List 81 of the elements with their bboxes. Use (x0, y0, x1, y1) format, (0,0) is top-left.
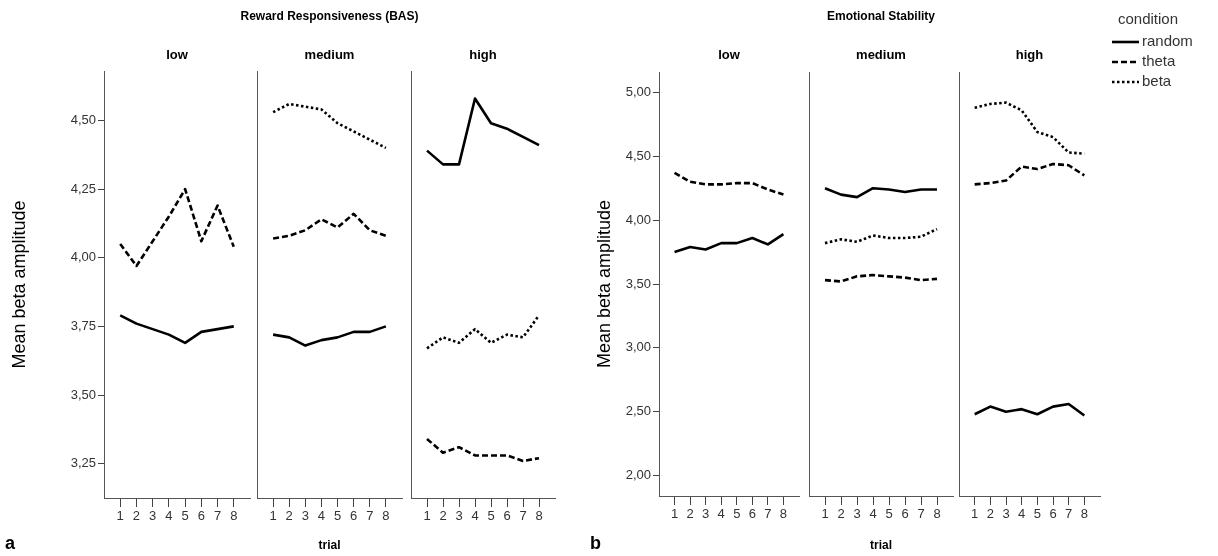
y-axis-title: Mean beta amplitude (8, 200, 29, 369)
text: b (590, 532, 601, 553)
x-tick-label: 7 (213, 508, 222, 524)
x-tick-label: 8 (535, 508, 543, 524)
line-series (673, 171, 785, 196)
chart-subtitle: medium (304, 46, 355, 62)
x-tick-label: 7 (917, 506, 925, 522)
chart-title: Emotional Stability (826, 9, 936, 23)
chart-title: Reward Responsiveness (BAS) (240, 9, 419, 23)
y-tick-label: 3,00 (625, 339, 651, 355)
x-tick-label: 4 (317, 508, 326, 524)
x-tick-label: 5 (733, 506, 741, 522)
y-tick-label: 4,00 (625, 211, 651, 227)
x-tick-label: 1 (116, 508, 124, 524)
x-tick-label: 1 (423, 508, 431, 524)
x-tick-label: 1 (971, 506, 979, 522)
legend-label: theta (1142, 52, 1177, 70)
x-tick-label: 2 (132, 508, 141, 524)
y-tick-label: 3,50 (625, 275, 651, 291)
x-tick-label: 4 (717, 506, 725, 522)
y-tick-label: 4,50 (625, 147, 651, 163)
x-tick-label: 8 (933, 506, 941, 522)
x-tick-label: 6 (1049, 506, 1057, 522)
x-tick-label: 6 (748, 506, 756, 522)
x-tick-label: 5 (181, 508, 189, 524)
y-tick-label: 4,25 (70, 180, 96, 196)
chart-subtitle: medium (856, 46, 906, 62)
y-tick-label: 4,50 (70, 112, 96, 128)
x-tick-label: 3 (853, 506, 861, 522)
x-tick-label: 3 (301, 508, 309, 524)
x-tick-label: 2 (686, 506, 694, 522)
x-tick-label: 3 (455, 508, 463, 524)
x-tick-label: 5 (333, 508, 342, 524)
x-tick-label: 7 (519, 508, 527, 524)
x-tick-label: 3 (1002, 506, 1010, 522)
x-tick-label: 4 (165, 508, 173, 524)
x-tick-label: 7 (764, 506, 772, 522)
y-tick-label: 4,00 (70, 249, 96, 265)
y-tick-label: 2,50 (625, 403, 651, 419)
y-tick-label: 3,50 (70, 386, 96, 402)
x-tick-label: 6 (197, 508, 205, 524)
x-tick-label: 6 (901, 506, 909, 522)
legend-title: condition (1118, 10, 1179, 28)
x-tick-label: 7 (1065, 506, 1073, 522)
x-tick-label: 1 (269, 508, 277, 524)
x-axis-title: trial (318, 538, 341, 553)
x-tick-label: 4 (1018, 506, 1026, 522)
y-tick-label: 3,25 (70, 455, 96, 471)
y-tick-label: 2,00 (625, 467, 651, 483)
x-tick-label: 5 (885, 506, 893, 522)
x-tick-label: 4 (471, 508, 479, 524)
x-tick-label: 5 (487, 508, 495, 524)
x-tick-label: 3 (702, 506, 710, 522)
x-tick-label: 3 (149, 508, 157, 524)
x-tick-label: 8 (779, 506, 788, 522)
legend-label: beta (1142, 72, 1172, 90)
x-tick-label: 1 (821, 506, 829, 522)
x-tick-label: 1 (670, 506, 679, 522)
x-tick-label: 8 (1080, 506, 1088, 522)
x-tick-label: 4 (869, 506, 877, 522)
x-tick-label: 7 (366, 508, 374, 524)
y-tick-label: 3,75 (70, 317, 96, 333)
x-tick-label: 5 (1033, 506, 1041, 522)
text: a (5, 532, 16, 553)
x-tick-label: 8 (382, 508, 390, 524)
x-tick-label: 2 (439, 508, 447, 524)
chart-subtitle: low (166, 46, 189, 62)
x-axis-title: trial (869, 538, 893, 553)
chart-subtitle: low (718, 46, 741, 62)
y-axis-title: Mean beta amplitude (593, 199, 614, 369)
x-tick-label: 2 (837, 506, 845, 522)
chart-subtitle: high (469, 46, 497, 62)
legend-label: random (1142, 32, 1193, 50)
x-tick-label: 6 (350, 508, 358, 524)
chart-subtitle: high (1015, 46, 1044, 62)
y-tick-label: 5,00 (625, 84, 651, 100)
x-tick-label: 6 (503, 508, 511, 524)
x-tick-label: 8 (230, 508, 238, 524)
x-tick-label: 2 (285, 508, 293, 524)
line-series (118, 187, 236, 268)
x-tick-label: 2 (986, 506, 994, 522)
